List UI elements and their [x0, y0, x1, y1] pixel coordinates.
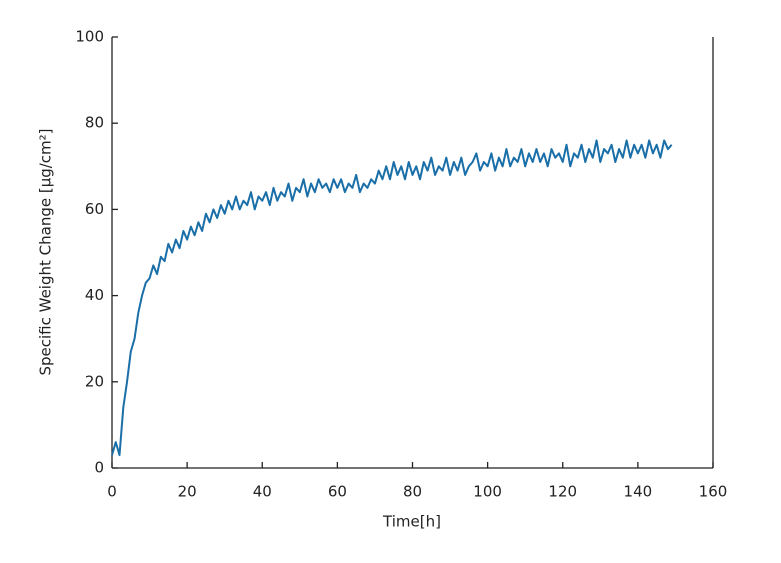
- y-tick-label: 20: [85, 372, 104, 390]
- y-tick-label: 0: [94, 459, 104, 477]
- data-line: [111, 139, 673, 457]
- y-tick-label: 100: [75, 28, 104, 46]
- x-tick-label: 140: [624, 483, 653, 501]
- x-tick-label: 80: [403, 483, 422, 501]
- x-tick-label: 0: [107, 483, 117, 501]
- x-tick-label: 160: [699, 483, 728, 501]
- x-tick-label: 120: [548, 483, 577, 501]
- y-tick-label: 40: [85, 286, 104, 304]
- x-axis-label: Time[h]: [382, 513, 441, 531]
- y-tick-label: 60: [85, 200, 104, 218]
- y-tick-label: 80: [85, 114, 104, 132]
- x-tick-label: 60: [328, 483, 347, 501]
- x-tick-label: 20: [178, 483, 197, 501]
- y-axis-label: Specific Weight Change [μg/cm²]: [37, 128, 55, 375]
- x-tick-label: 40: [253, 483, 272, 501]
- x-tick-label: 100: [473, 483, 502, 501]
